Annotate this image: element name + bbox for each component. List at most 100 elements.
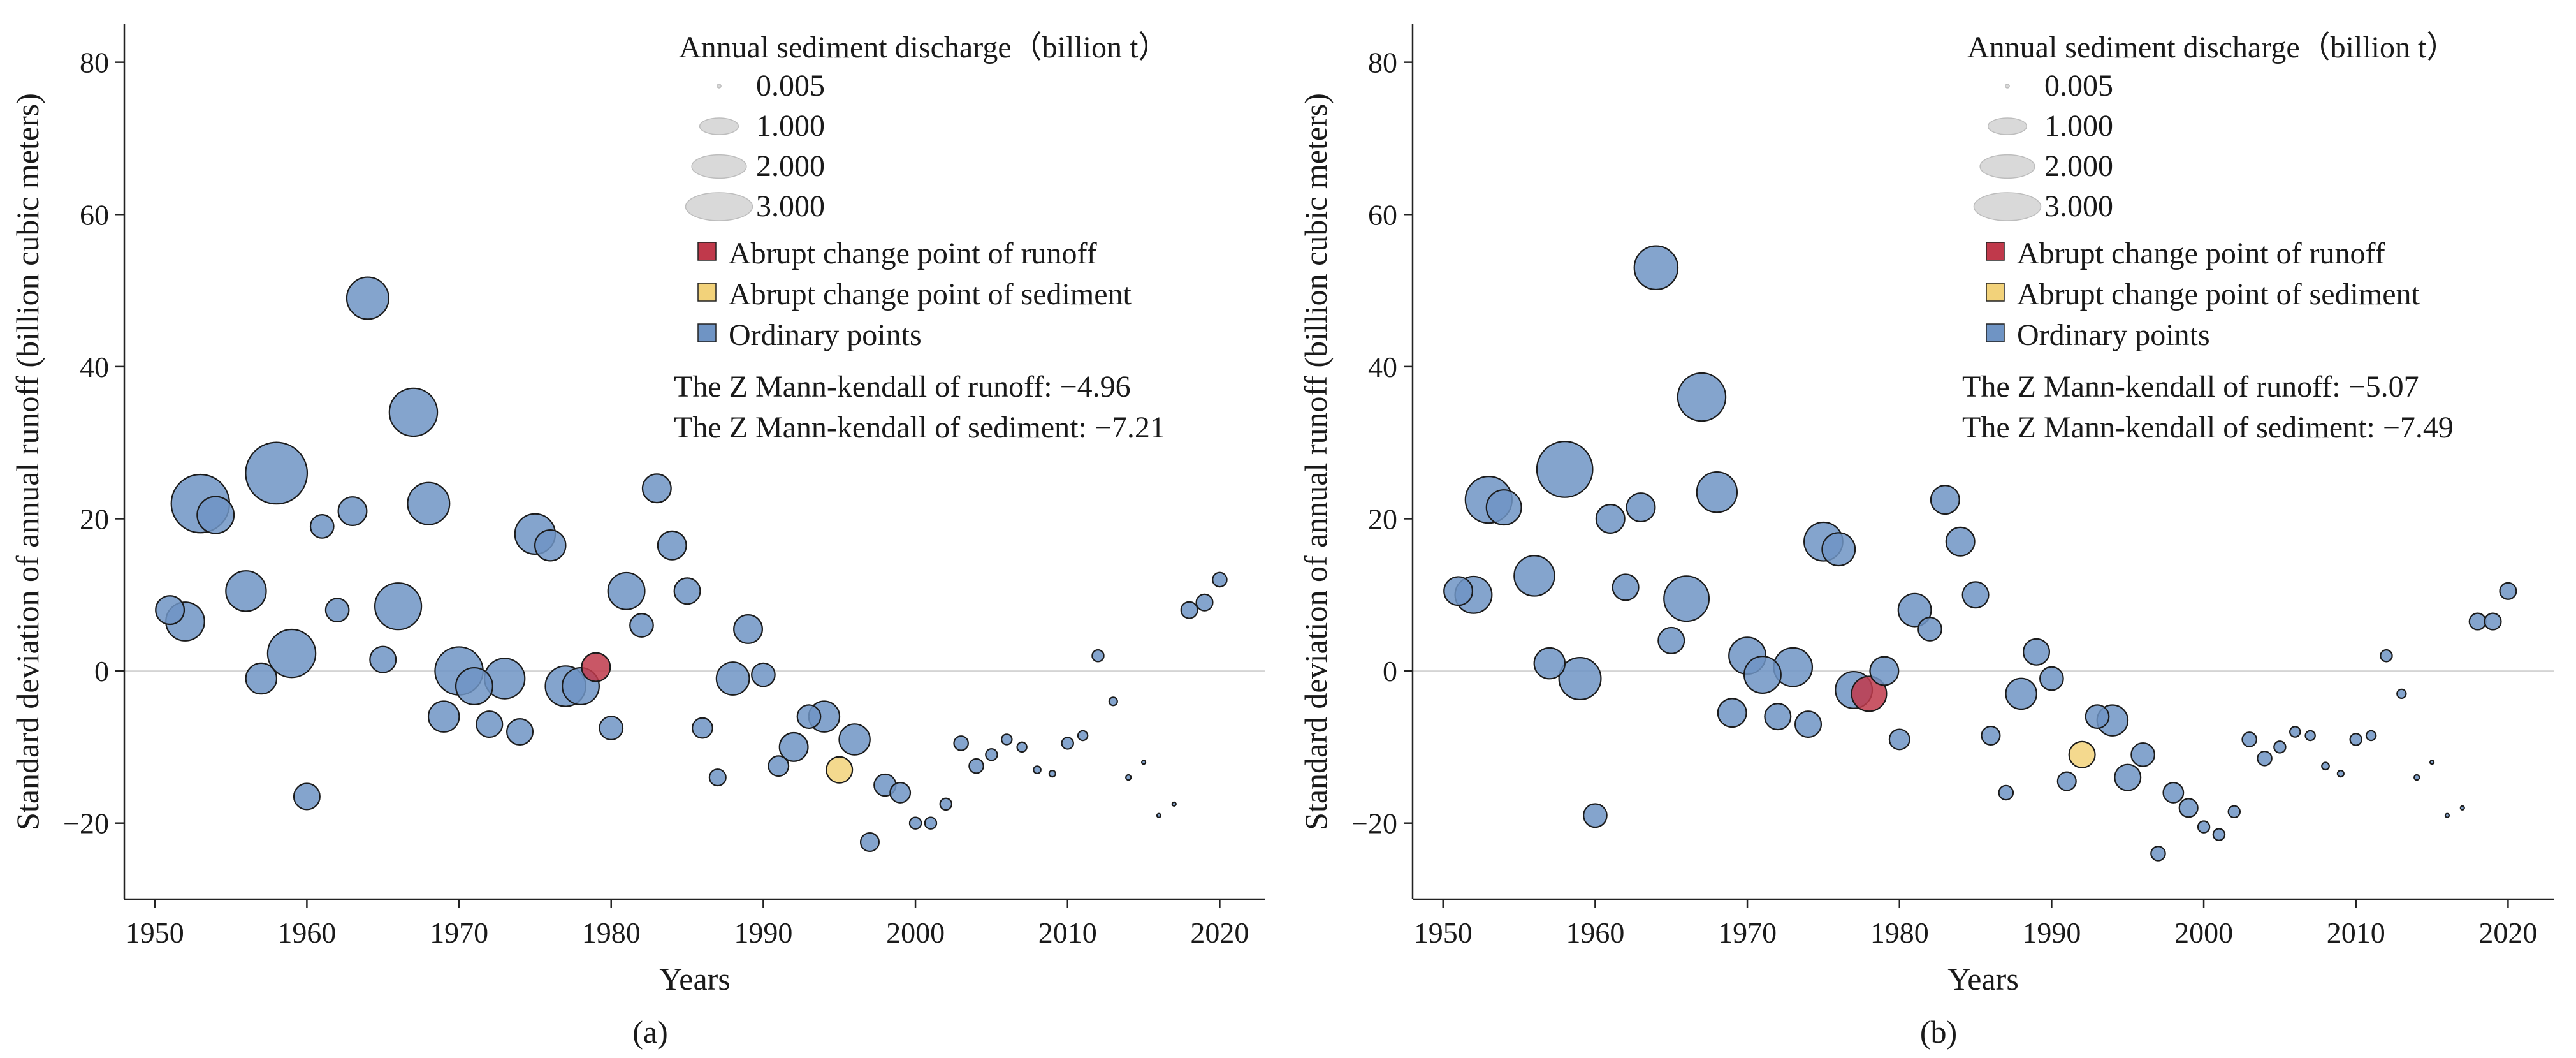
data-point [2150,846,2166,862]
data-point [889,782,912,804]
data-point [2005,677,2037,710]
data-point [2114,763,2142,791]
data-point [2023,638,2051,666]
data-point [908,816,922,830]
x-tick-label: 1960 [1566,916,1624,949]
size-legend-label: 1.000 [2044,109,2113,143]
color-legend-swatch [1986,283,2005,302]
data-point [1821,532,1856,567]
data-point [692,717,713,739]
data-point [155,595,186,626]
data-point [1888,728,1910,751]
data-point [2413,774,2420,781]
data-point [2365,730,2377,742]
data-point [1171,801,1177,807]
data-point [1945,526,1976,557]
data-point [607,571,646,610]
data-point [1485,489,1522,526]
data-point [2459,805,2465,811]
data-point [1696,471,1738,513]
data-point [407,481,451,525]
x-tick-label: 1970 [430,916,488,949]
data-point [1533,647,1566,680]
y-tick-label: 80 [1368,47,1397,79]
data-point [1061,737,1074,750]
data-point [476,710,504,738]
data-point [1998,784,2014,801]
data-point [2162,782,2185,804]
y-axis-title: Standard deviation of annual runoff (bil… [10,93,45,830]
data-point [1001,733,1013,746]
data-point [796,704,822,730]
data-point [1077,730,1089,742]
y-tick-label: −20 [1351,807,1397,840]
x-tick-label: 2010 [2327,916,2385,949]
color-legend-swatch [697,283,717,302]
data-point [266,628,317,679]
x-tick-label: 1970 [1718,916,1777,949]
data-point [1595,504,1626,534]
data-point [1125,774,1132,781]
data-point [1140,760,1147,765]
data-point [2484,612,2502,631]
data-point [1917,617,1942,642]
data-point [1981,725,2001,746]
data-points [155,276,1228,853]
data-point [337,496,368,527]
size-legend-swatch [691,154,747,179]
x-tick-label: 2010 [1038,916,1097,949]
data-point [1633,245,1679,291]
data-point [245,662,278,695]
data-point [2273,740,2287,754]
data-point [2257,751,2273,767]
data-point [838,723,871,756]
size-legend-label: 0.005 [756,69,825,103]
data-point [2396,688,2407,700]
size-legend-swatch [2005,84,2010,89]
mann-kendall-annotation: The Z Mann-kendall of runoff: −4.96 [674,370,1131,404]
y-tick-label: 40 [80,351,109,383]
x-tick-label: 1960 [277,916,336,949]
data-point [733,614,763,644]
y-tick-label: 80 [80,47,109,79]
x-tick-label: 1980 [1870,916,1929,949]
data-point [1961,581,1990,609]
data-point [599,716,624,740]
color-legend-label: Abrupt change point of sediment [2017,277,2420,311]
size-legend-swatch [1987,117,2028,135]
color-legend-label: Ordinary points [729,318,922,352]
x-tick-label: 2020 [1190,916,1249,949]
color-legend-swatch [697,323,717,342]
y-tick-label: −20 [63,807,109,840]
data-point [2241,731,2257,747]
data-point [2130,742,2155,767]
mann-kendall-annotation: The Z Mann-kendall of runoff: −5.07 [1962,370,2419,404]
data-point [2499,582,2517,600]
data-point [2212,828,2226,841]
y-tick-label: 40 [1368,351,1397,383]
data-point [2304,730,2316,742]
x-tick-label: 2020 [2478,916,2537,949]
size-legend-swatch [717,84,722,89]
data-point [1930,485,1960,515]
data-point [1794,710,1823,738]
data-point [859,832,880,853]
data-point [2039,666,2064,691]
size-legend-label: 1.000 [756,109,825,143]
data-point [968,758,984,774]
panel-label: (b) [1920,1014,1957,1050]
x-axis-title: Years [1947,961,2019,997]
y-tick-label: 0 [94,655,109,687]
data-point [506,718,534,746]
chart-panel-b: −20 0 20 40 60 80 1950 1960 1970 1980 1990 2000 2010… [1288,0,2576,1058]
data-point [427,700,460,733]
data-point [1657,626,1685,654]
data-point [1443,576,1474,606]
data-point [2336,770,2345,778]
data-point [2349,733,2362,746]
size-legend-title: Annual sediment discharge（billion t） [679,31,1168,64]
data-point [1048,770,1056,778]
data-point [715,661,750,696]
scatter-chart-b: −20 0 20 40 60 80 1950 1960 1970 1980 1990 2000 2010… [1298,24,2554,1050]
x-tick-label: 2000 [886,916,945,949]
